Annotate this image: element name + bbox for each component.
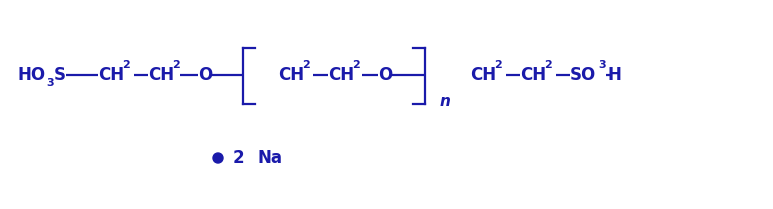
Text: 2: 2 [172,60,180,70]
Text: 2: 2 [352,60,359,70]
Text: n: n [440,94,451,110]
Text: 2: 2 [122,60,130,70]
Text: 2: 2 [233,149,244,167]
Text: 2: 2 [544,60,552,70]
Text: Na: Na [258,149,283,167]
Text: H: H [608,66,621,84]
Circle shape [213,153,223,163]
Text: S: S [54,66,66,84]
Text: 3: 3 [46,78,53,88]
Text: O: O [198,66,213,84]
Text: CH: CH [98,66,124,84]
Text: CH: CH [520,66,547,84]
Text: 3: 3 [598,60,605,70]
Text: CH: CH [278,66,304,84]
Text: 2: 2 [302,60,310,70]
Text: SO: SO [570,66,596,84]
Text: CH: CH [148,66,174,84]
Text: O: O [378,66,392,84]
Text: 2: 2 [494,60,502,70]
Text: HO: HO [18,66,46,84]
Text: CH: CH [470,66,496,84]
Text: CH: CH [328,66,354,84]
